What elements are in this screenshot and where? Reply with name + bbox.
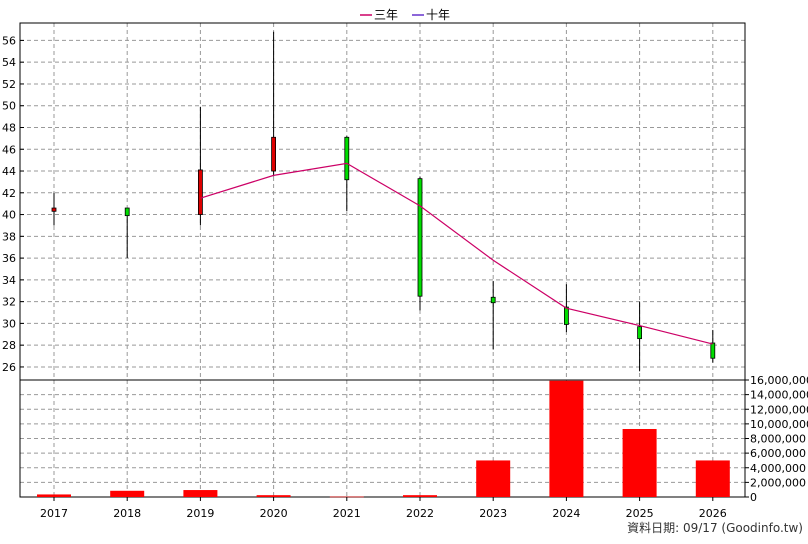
volume-tick-label: 6,000,000 bbox=[750, 447, 806, 460]
price-tick-label: 28 bbox=[2, 339, 16, 352]
price-tick-label: 50 bbox=[2, 100, 16, 113]
volume-tick-label: 2,000,000 bbox=[750, 476, 806, 489]
axis-ticks: 26 28 30 32 34 36 38 40 42 44 46 48 50 52 54 56 0 2,000,0… bbox=[2, 34, 808, 520]
year-tick-label: 2025 bbox=[626, 507, 654, 520]
year-tick-label: 2019 bbox=[186, 507, 214, 520]
year-tick-label: 2020 bbox=[260, 507, 288, 520]
volume-bar bbox=[403, 495, 437, 497]
price-tick-label: 52 bbox=[2, 78, 16, 91]
legend: 三年 十年 bbox=[360, 8, 450, 22]
volume-tick-label: 10,000,000 bbox=[750, 418, 808, 431]
price-tick-label: 44 bbox=[2, 165, 16, 178]
volume-bar bbox=[329, 496, 364, 498]
candle-body bbox=[417, 178, 423, 297]
volume-bar bbox=[695, 460, 730, 497]
price-tick-label: 26 bbox=[2, 361, 16, 374]
volume-tick-label: 8,000,000 bbox=[750, 433, 806, 446]
ma3-line bbox=[200, 162, 713, 345]
price-tick-label: 56 bbox=[2, 34, 16, 47]
candle-body bbox=[637, 326, 642, 340]
candle-body bbox=[564, 306, 569, 325]
volume-tick-label: 16,000,000 bbox=[750, 374, 808, 387]
volume-bar bbox=[622, 428, 657, 497]
volume-bar bbox=[37, 494, 71, 497]
year-tick-label: 2024 bbox=[552, 507, 580, 520]
volume-bar bbox=[476, 460, 511, 497]
legend-label: 十年 bbox=[426, 8, 450, 22]
price-tick-label: 34 bbox=[2, 274, 16, 287]
price-panel-frame bbox=[19, 22, 746, 381]
candle-body bbox=[124, 207, 130, 217]
price-tick-label: 38 bbox=[2, 230, 16, 243]
volume-bar bbox=[256, 495, 291, 497]
price-tick-label: 40 bbox=[2, 209, 16, 222]
candle-body bbox=[710, 342, 716, 359]
volume-bar bbox=[110, 490, 145, 497]
year-tick-label: 2022 bbox=[406, 507, 434, 520]
volume-tick-label: 4,000,000 bbox=[750, 462, 806, 475]
candle-body bbox=[271, 136, 277, 172]
candlesticks bbox=[51, 31, 716, 372]
price-tick-label: 30 bbox=[2, 317, 16, 330]
price-tick-label: 42 bbox=[2, 187, 16, 200]
candle-body bbox=[344, 136, 350, 181]
frame-layer bbox=[19, 22, 746, 498]
year-tick-label: 2018 bbox=[113, 507, 141, 520]
grid-layer bbox=[20, 23, 745, 497]
year-tick-label: 2026 bbox=[699, 507, 727, 520]
price-tick-label: 36 bbox=[2, 252, 16, 265]
volume-bar bbox=[549, 380, 584, 497]
price-tick-label: 48 bbox=[2, 121, 16, 134]
source-footer: 資料日期: 09/17 (Goodinfo.tw) bbox=[627, 521, 803, 535]
volume-bars bbox=[37, 380, 730, 498]
legend-label: 三年 bbox=[374, 8, 398, 22]
year-tick-label: 2021 bbox=[333, 507, 361, 520]
candle-body bbox=[51, 207, 57, 212]
year-tick-label: 2017 bbox=[40, 507, 68, 520]
price-tick-label: 46 bbox=[2, 143, 16, 156]
price-tick-label: 54 bbox=[2, 56, 16, 69]
volume-tick-label: 0 bbox=[750, 491, 757, 504]
year-tick-label: 2023 bbox=[479, 507, 507, 520]
moving-average-lines bbox=[200, 162, 713, 345]
volume-tick-label: 12,000,000 bbox=[750, 403, 808, 416]
volume-bar bbox=[183, 490, 218, 497]
price-tick-label: 32 bbox=[2, 296, 16, 309]
candle-body bbox=[490, 296, 496, 304]
volume-tick-label: 14,000,000 bbox=[750, 389, 808, 402]
candle-body bbox=[197, 169, 203, 215]
